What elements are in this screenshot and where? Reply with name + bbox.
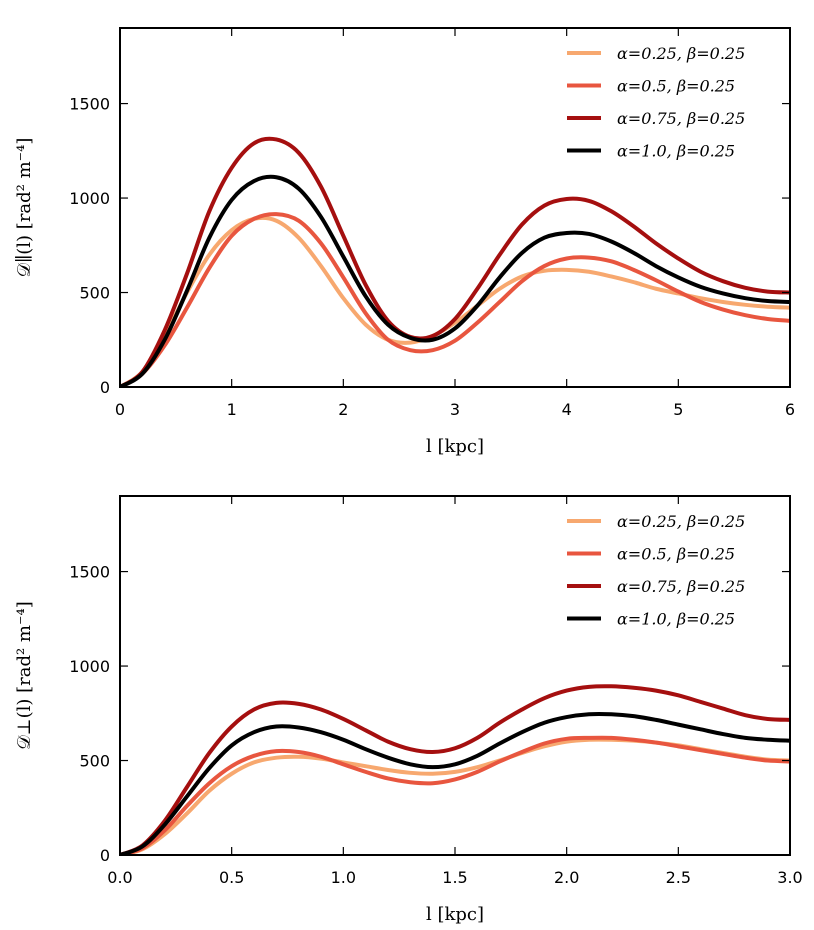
series-line-1	[120, 735, 790, 855]
y-tick-label: 1000	[69, 657, 110, 676]
legend-label-1: α=0.5, β=0.25	[617, 545, 735, 564]
x-tick-label: 5	[673, 400, 683, 419]
series-line-2	[120, 684, 790, 855]
x-tick-label: 4	[562, 400, 572, 419]
x-tick-label: 2.5	[666, 868, 691, 887]
y-tick-label: 1000	[69, 189, 110, 208]
x-tick-label: 1.0	[331, 868, 356, 887]
legend-label-2: α=0.75, β=0.25	[617, 577, 745, 596]
x-tick-label: 1	[227, 400, 237, 419]
legend-label-3: α=1.0, β=0.25	[617, 142, 735, 161]
legend-label-1: α=0.5, β=0.25	[617, 77, 735, 96]
x-axis-label: l [kpc]	[426, 436, 484, 457]
y-tick-label: 500	[79, 284, 110, 303]
series-group	[120, 684, 790, 855]
series-line-3	[120, 174, 790, 387]
legend-label-3: α=1.0, β=0.25	[617, 610, 735, 629]
series-line-2	[120, 136, 790, 387]
y-tick-label: 0	[100, 846, 110, 865]
x-tick-label: 2.0	[554, 868, 579, 887]
legend: α=0.25, β=0.25 α=0.5, β=0.25 α=0.75, β=0.2…	[567, 512, 745, 629]
y-tick-label: 500	[79, 752, 110, 771]
legend-label-0: α=0.25, β=0.25	[617, 44, 745, 63]
series-line-0	[120, 215, 790, 387]
x-tick-label: 0.0	[107, 868, 132, 887]
x-axis-label: l [kpc]	[426, 904, 484, 925]
x-tick-label: 3	[450, 400, 460, 419]
legend-label-0: α=0.25, β=0.25	[617, 512, 745, 531]
chart-parallel: 0 1 2 3 4 5 6 0 500 1000 1500 l [kpc] 𝒟∥(l) [rad² m⁻…	[14, 27, 795, 457]
series-group	[120, 136, 790, 387]
x-tick-label: 3.0	[777, 868, 802, 887]
x-tick-label: 2	[338, 400, 348, 419]
y-tick-label: 1500	[69, 95, 110, 114]
y-axis-label: 𝒟⊥(l) [rad² m⁻⁴]	[14, 601, 35, 749]
x-tick-label: 0	[115, 400, 125, 419]
y-tick-label: 0	[100, 378, 110, 397]
x-tick-label: 1.5	[442, 868, 467, 887]
x-tick-label: 6	[785, 400, 795, 419]
series-line-3	[120, 711, 790, 855]
x-tick-label: 0.5	[219, 868, 244, 887]
y-axis-label: 𝒟∥(l) [rad² m⁻⁴]	[14, 138, 35, 278]
y-tick-label: 1500	[69, 563, 110, 582]
legend-label-2: α=0.75, β=0.25	[617, 109, 745, 128]
chart-perpendicular: 0.0 0.5 1.0 1.5 2.0 2.5 3.0 0 500 1000 1500 l [kpc]…	[14, 495, 803, 925]
series-line-1	[120, 212, 790, 387]
legend: α=0.25, β=0.25 α=0.5, β=0.25 α=0.75, β=0.2…	[567, 44, 745, 161]
